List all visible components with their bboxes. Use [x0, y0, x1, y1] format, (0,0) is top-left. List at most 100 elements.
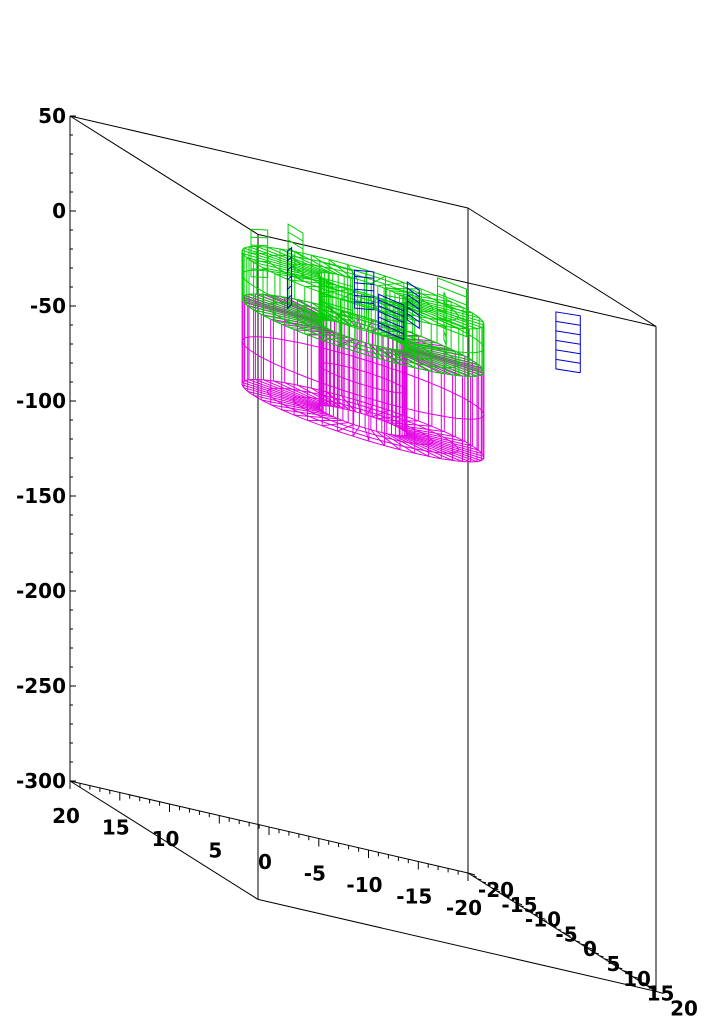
y-tick: [524, 908, 529, 910]
z-tick-label: 50: [38, 104, 66, 128]
radial-line: [402, 343, 473, 361]
radial-line: [244, 380, 321, 407]
y-tick: [580, 943, 585, 946]
y-tick: [510, 899, 515, 902]
radial-line: [374, 345, 398, 364]
radial-line: [311, 254, 345, 277]
y-tick: [594, 952, 600, 955]
radial-line: [391, 434, 442, 460]
radial-line: [242, 300, 320, 324]
radial-line: [406, 347, 485, 372]
radial-line: [241, 298, 320, 323]
box-edge-top: [467, 207, 657, 327]
radial-line: [304, 333, 342, 336]
plate-hatch: [354, 294, 374, 298]
radial-line: [399, 427, 465, 442]
plate-hatch: [555, 358, 581, 364]
plate-hatch: [287, 266, 292, 271]
radial-line: [406, 348, 485, 373]
plate-hatch: [250, 260, 268, 263]
plate-hatch: [319, 284, 353, 296]
radial-line: [297, 384, 340, 409]
box-edge-bottom: [257, 898, 657, 992]
z-tick-label: -150: [16, 484, 66, 508]
plate-hatch: [555, 339, 581, 345]
plate-hatch: [555, 349, 581, 355]
plate-hatch: [378, 316, 404, 329]
radial-line: [255, 379, 325, 407]
box-edge-bottom: [69, 780, 259, 900]
plate-hatch: [437, 293, 467, 306]
bounding-box: [69, 115, 657, 992]
y-tick: [604, 958, 609, 961]
plate-outline: [406, 280, 420, 330]
y-tick: [547, 922, 553, 925]
y-tick: [608, 961, 617, 965]
radial-line: [322, 422, 349, 427]
plate-hatch: [437, 301, 467, 314]
y-tick: [519, 905, 524, 908]
y-tick: [496, 890, 501, 893]
axis-ticks: [69, 115, 664, 994]
radial-line: [341, 395, 356, 412]
y-tick: [557, 928, 562, 931]
radial-line: [394, 339, 452, 350]
y-tick: [566, 934, 571, 937]
radial-line: [392, 424, 445, 433]
radial-line: [352, 426, 360, 437]
plate-hatch: [319, 292, 353, 303]
y-tick: [528, 911, 534, 913]
x-tick-label: 20: [52, 804, 80, 828]
radial-line: [381, 432, 415, 454]
radial-line: [248, 246, 322, 274]
radial-line: [328, 259, 352, 278]
radial-line: [401, 349, 470, 377]
y-tick: [552, 925, 557, 928]
plate-hatch: [555, 330, 581, 336]
radial-line: [352, 340, 360, 351]
box-edge-top: [69, 115, 259, 235]
z-tick-label: -200: [16, 579, 66, 603]
detector-geometry: [241, 223, 581, 463]
plate-hatch: [287, 285, 292, 290]
radial-line: [274, 320, 332, 331]
radial-line: [397, 301, 459, 329]
plate-hatch: [407, 294, 420, 304]
radial-line: [267, 294, 329, 321]
y-tick: [467, 872, 476, 876]
radial-line: [388, 422, 432, 427]
radial-line: [262, 314, 327, 329]
radial-line: [356, 400, 362, 414]
radial-line: [404, 349, 478, 377]
plate-hatch: [287, 231, 304, 242]
plate-hatch: [287, 239, 304, 250]
y-tick-label: -5: [555, 922, 577, 946]
plate-hatch: [555, 320, 581, 326]
radial-line: [406, 432, 483, 455]
y-tick: [514, 902, 523, 906]
z-tick-label: -250: [16, 674, 66, 698]
plate-hatch: [407, 313, 420, 323]
radial-line: [368, 343, 379, 359]
radial-line: [366, 404, 374, 416]
x-tick-label: -10: [346, 873, 382, 897]
y-tick: [599, 955, 604, 958]
plate-hatch: [287, 247, 304, 258]
radial-line: [248, 379, 322, 407]
radial-line: [370, 429, 385, 446]
plate-hatch: [354, 282, 374, 285]
plate-outline: [353, 269, 375, 311]
y-tick-label: 0: [583, 937, 597, 961]
y-tick: [627, 973, 632, 976]
box-edge-top: [69, 115, 469, 209]
plate-hatch: [386, 310, 413, 317]
radial-line: [242, 382, 320, 408]
y-tick-label: -20: [478, 878, 514, 902]
radial-line: [404, 430, 479, 451]
z-tick-label: -100: [16, 389, 66, 413]
plate-hatch: [443, 331, 447, 338]
radial-line: [406, 433, 485, 457]
y-tick: [637, 979, 642, 982]
radial-line: [381, 346, 415, 369]
